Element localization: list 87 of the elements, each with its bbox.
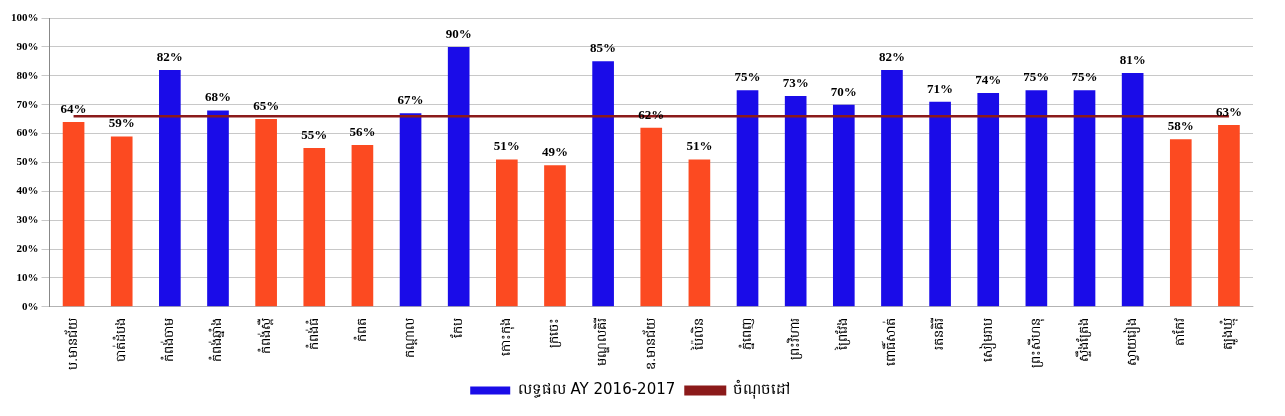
y-tick-label: 100% — [11, 10, 39, 23]
data-label: 70% — [830, 83, 857, 99]
data-label: 56% — [349, 123, 376, 139]
bar — [544, 165, 566, 307]
legend-label: លទ្ធផល AY 2016-2017 — [517, 380, 676, 399]
x-tick-label: កំពង់ធំ — [304, 317, 321, 350]
data-label: 51% — [493, 138, 520, 154]
data-label: 55% — [301, 126, 328, 142]
x-tick-label: ស្វាយរៀង — [1123, 317, 1142, 366]
data-label: 64% — [60, 100, 87, 116]
bar — [929, 101, 951, 307]
x-tick-label: កំពង់ឆ្នាំង — [208, 317, 226, 362]
x-tick-label: កណ្ដាល — [401, 317, 418, 358]
bar — [688, 159, 711, 307]
x-tick-label: កំពង់ចាម — [160, 317, 177, 362]
x-tick-label: កែប — [449, 317, 466, 338]
y-tick-label: 50% — [16, 155, 39, 168]
y-tick-label: 20% — [16, 241, 39, 254]
data-label: 71% — [927, 80, 954, 96]
x-tick-label: កំពង់ស្ពឺ — [256, 317, 274, 354]
bar — [881, 70, 903, 307]
x-tick-label: កោះកុង — [498, 317, 516, 356]
bar — [1073, 90, 1096, 307]
bar — [399, 113, 422, 307]
data-label: 73% — [782, 74, 809, 90]
data-label: 90% — [445, 25, 472, 41]
x-tick-label: រតនគិរី — [930, 317, 947, 350]
x-tick-label: កំពត — [352, 317, 369, 342]
x-tick-label: ព្រៃវែង — [834, 317, 852, 351]
bar — [110, 136, 133, 307]
y-tick-label: 70% — [16, 97, 39, 110]
data-label: 75% — [734, 69, 761, 85]
bar — [303, 147, 326, 307]
data-label: 59% — [108, 115, 135, 131]
bar — [447, 46, 470, 307]
x-tick-label: ពោធិ៍សាត់ — [881, 317, 899, 366]
x-tick-label: ស្ទឹងត្រែង — [1074, 317, 1092, 362]
x-tick-label: បាត់ដំបង — [112, 317, 129, 362]
bar — [1025, 90, 1048, 307]
x-tick-label: ឧ.មានជ័យ — [641, 317, 658, 371]
x-tick-label: ត្បូងឃ្មុំ — [1219, 317, 1239, 350]
bar — [977, 93, 1000, 307]
bar — [640, 127, 663, 307]
x-tick-label: ប៉ៃលិន — [689, 317, 706, 351]
bar — [1169, 139, 1192, 307]
y-tick-label: 40% — [16, 184, 39, 197]
y-tick-label: 30% — [16, 213, 39, 226]
data-label: 63% — [1215, 103, 1242, 119]
x-tick-label: ព្រះវិហារ — [786, 317, 804, 360]
bar — [832, 104, 855, 307]
bar — [592, 61, 614, 307]
data-label: 65% — [253, 97, 280, 113]
data-label: 49% — [541, 144, 568, 160]
bar — [736, 90, 759, 307]
bar — [62, 121, 85, 307]
data-label: 58% — [1167, 118, 1194, 134]
data-label: 51% — [686, 138, 713, 154]
bar — [1218, 124, 1240, 307]
x-tick-label: ប.មានជ័យ — [63, 317, 80, 371]
data-label: 68% — [204, 89, 231, 105]
data-label: 82% — [878, 48, 905, 64]
data-label: 75% — [1071, 69, 1098, 85]
y-tick-label: 10% — [16, 270, 39, 283]
y-tick-label: 80% — [16, 68, 39, 81]
y-tick-label: 90% — [16, 39, 39, 52]
x-tick-label: ភ្នំពេញ — [737, 317, 755, 350]
bar — [255, 119, 277, 307]
x-tick-label: ក្រចេះ — [546, 317, 563, 348]
x-tick-label: មណ្ឌលគិរី — [593, 317, 611, 366]
data-label: 85% — [590, 40, 617, 56]
y-tick-label: 60% — [16, 126, 39, 139]
y-tick-label: 0% — [22, 299, 39, 312]
x-tick-label: សៀមរាប — [978, 317, 997, 362]
legend-label: ចំណុចដៅ — [732, 379, 791, 400]
x-tick-label: តាកែវ — [1171, 317, 1188, 346]
data-label: 82% — [156, 48, 183, 64]
bar — [159, 70, 181, 307]
bar — [496, 159, 518, 307]
bar — [351, 145, 374, 307]
bar — [207, 110, 229, 307]
x-tick-label: ព្រះសីហនុ — [1026, 317, 1045, 368]
data-label: 74% — [975, 71, 1002, 87]
data-label: 75% — [1023, 69, 1050, 85]
bar — [1121, 72, 1144, 307]
data-label: 81% — [1119, 51, 1146, 67]
bar — [784, 95, 807, 307]
data-label: 67% — [397, 92, 424, 108]
